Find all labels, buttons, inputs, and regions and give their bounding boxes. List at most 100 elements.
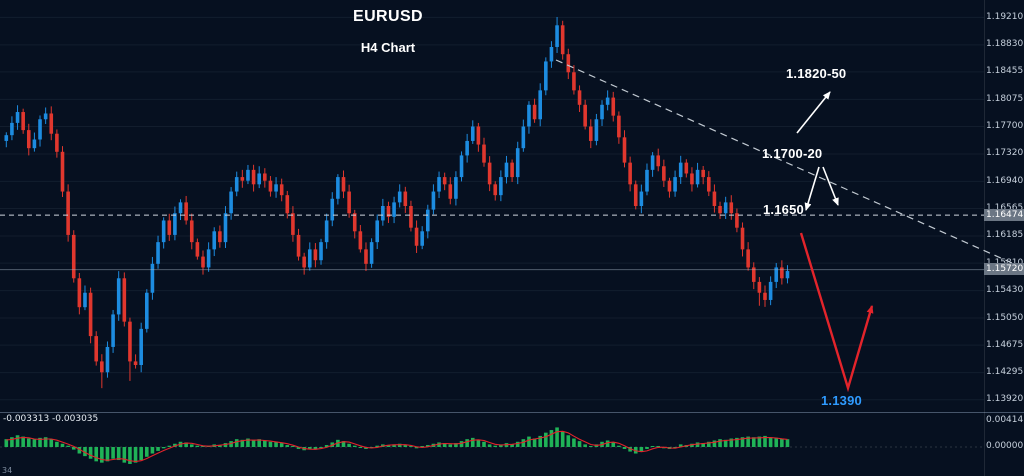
bear-candle bbox=[740, 227, 745, 250]
bear-candle bbox=[21, 112, 25, 131]
histogram-bar bbox=[347, 443, 351, 447]
bear-candle bbox=[251, 169, 256, 185]
histogram-bar bbox=[459, 441, 464, 447]
bull-candle bbox=[234, 177, 239, 192]
histogram-bar bbox=[246, 438, 250, 447]
bull-candle bbox=[397, 191, 402, 203]
bull-candle bbox=[10, 122, 14, 136]
bear-candle bbox=[201, 256, 205, 268]
histogram-bar bbox=[263, 440, 267, 447]
price-axis-label: 1.17700 bbox=[986, 120, 1024, 131]
bull-candle bbox=[336, 177, 340, 199]
bear-candle bbox=[628, 162, 632, 185]
bull-candle bbox=[139, 328, 143, 366]
bear-candle bbox=[482, 144, 486, 163]
histogram-bar bbox=[583, 444, 587, 447]
bull-candle bbox=[116, 278, 121, 315]
bear-candle bbox=[409, 206, 413, 228]
histogram-bar bbox=[296, 447, 301, 449]
bull-candle bbox=[454, 177, 458, 199]
histogram-bar bbox=[785, 439, 790, 447]
bull-candle bbox=[768, 281, 773, 300]
histogram-bar bbox=[386, 445, 391, 447]
bull-candle bbox=[105, 346, 110, 373]
bull-candle bbox=[319, 242, 323, 261]
price-axis-label: 1.13920 bbox=[986, 394, 1024, 405]
histogram-bar bbox=[49, 439, 54, 447]
price-axis-label: 1.16565 bbox=[986, 203, 1023, 213]
indicator-axis-label: 0.00000 bbox=[986, 441, 1024, 451]
bear-candle bbox=[476, 126, 481, 145]
bear-candle bbox=[291, 213, 295, 235]
histogram-bar bbox=[723, 439, 728, 447]
histogram-bar bbox=[307, 447, 312, 449]
histogram-bar bbox=[718, 439, 722, 447]
bull-candle bbox=[223, 213, 228, 243]
bull-candle bbox=[150, 263, 155, 293]
histogram-bar bbox=[257, 439, 261, 447]
bear-candle bbox=[707, 177, 711, 192]
bull-candle bbox=[307, 249, 312, 268]
histogram-bar bbox=[656, 446, 661, 447]
histogram-bar bbox=[757, 436, 762, 447]
bear-candle bbox=[184, 202, 188, 221]
bear-candle bbox=[49, 113, 54, 134]
bear-candle bbox=[780, 267, 784, 279]
bear-candle bbox=[588, 126, 593, 141]
histogram-bar bbox=[690, 443, 694, 447]
bull-candle bbox=[527, 104, 531, 127]
resistance-zone-label: 1.1700-20 bbox=[762, 146, 823, 161]
histogram-bar bbox=[133, 447, 138, 463]
histogram-bar bbox=[729, 438, 734, 447]
histogram-bar bbox=[324, 445, 329, 447]
bull-candle bbox=[538, 90, 542, 120]
bull-candle bbox=[161, 220, 166, 243]
bear-candle bbox=[122, 278, 127, 322]
bear-candle bbox=[26, 130, 31, 149]
bull-candle bbox=[330, 198, 335, 221]
symbol-title: EURUSD bbox=[353, 8, 423, 25]
bull-candle bbox=[549, 46, 554, 62]
histogram-bar bbox=[532, 438, 537, 447]
bull-candle bbox=[83, 292, 87, 308]
bear-candle bbox=[763, 292, 767, 300]
bull-candle bbox=[521, 126, 526, 149]
bear-candle bbox=[611, 97, 616, 116]
histogram-bar bbox=[15, 435, 20, 447]
histogram-bar bbox=[409, 446, 413, 447]
bull-candle bbox=[274, 184, 278, 192]
bull-candle bbox=[544, 61, 548, 91]
histogram-bar bbox=[566, 435, 571, 447]
histogram-bar bbox=[60, 443, 65, 447]
histogram-bar bbox=[544, 432, 548, 447]
bull-candle bbox=[375, 220, 380, 243]
bull-candle bbox=[369, 242, 374, 264]
grid-lines bbox=[0, 16, 984, 401]
bull-candle bbox=[499, 177, 503, 196]
bull-candle bbox=[426, 209, 430, 232]
histogram-bar bbox=[628, 447, 632, 452]
histogram-bar bbox=[678, 444, 683, 447]
timeframe-title: H4 Chart bbox=[360, 40, 416, 55]
highlighted-price-label: 1.16474 bbox=[984, 208, 1024, 221]
bear-candle bbox=[66, 191, 70, 235]
bear-candle bbox=[572, 72, 576, 91]
down-arrow-left bbox=[804, 166, 820, 211]
price-axis-label: 1.18830 bbox=[986, 39, 1024, 50]
bear-candle bbox=[195, 242, 200, 257]
histogram-bar bbox=[201, 446, 205, 447]
bear-candle bbox=[757, 281, 762, 293]
histogram-bar bbox=[116, 447, 121, 461]
histogram-bar bbox=[549, 430, 554, 447]
histogram-bar bbox=[521, 439, 526, 447]
indicator-histogram bbox=[0, 427, 984, 464]
histogram-bar bbox=[420, 446, 424, 447]
histogram-bar bbox=[470, 437, 475, 447]
histogram-bar bbox=[234, 439, 239, 447]
histogram-bar bbox=[161, 447, 166, 449]
histogram-bar bbox=[38, 437, 42, 447]
bull-candle bbox=[639, 191, 644, 206]
histogram-bar bbox=[493, 445, 498, 447]
histogram-bar bbox=[712, 440, 717, 447]
histogram-bar bbox=[763, 435, 767, 447]
